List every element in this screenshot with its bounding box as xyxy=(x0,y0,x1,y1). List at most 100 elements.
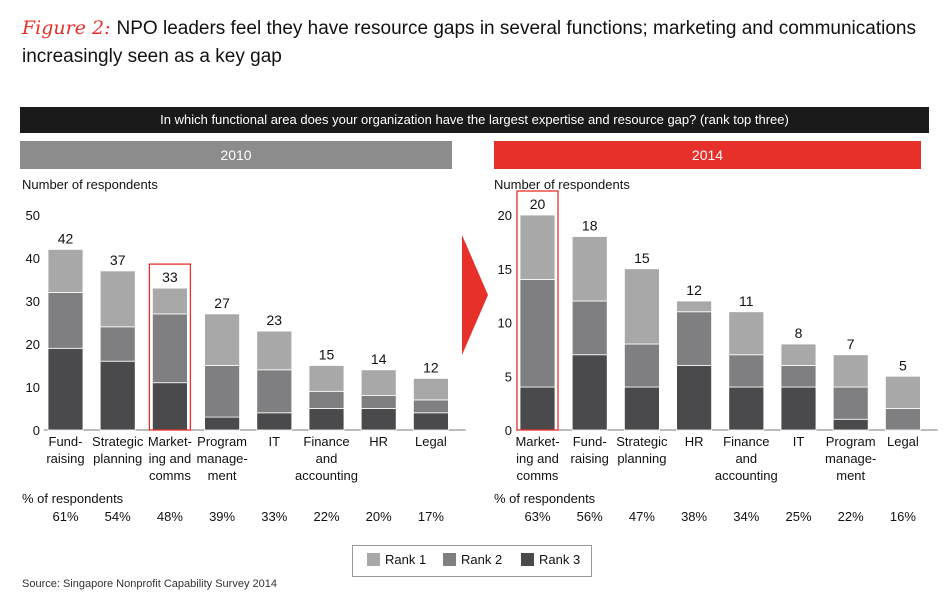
bar-segment-rank2 xyxy=(624,343,660,388)
bar-segment-rank3 xyxy=(832,418,869,431)
category-label: Legal xyxy=(887,434,919,449)
bar-segment-rank1 xyxy=(360,369,397,396)
y-axis-title-2010: Number of respondents xyxy=(22,177,158,192)
bar-segment-rank3 xyxy=(308,408,345,431)
category-label: Market- xyxy=(515,434,559,449)
bar-segment-rank1 xyxy=(99,270,136,328)
bar-segment-rank3 xyxy=(624,386,660,431)
bar-segment-rank1 xyxy=(256,330,293,371)
category-label: Finance xyxy=(303,434,349,449)
bar-segment-rank2 xyxy=(676,311,712,366)
figure-title: Figure 2: NPO leaders feel they have reso… xyxy=(22,14,937,71)
percent-label: 47% xyxy=(629,509,655,524)
y-tick-label-2010: 30 xyxy=(26,294,40,309)
data-label-total: 20 xyxy=(530,196,546,212)
data-label-total: 37 xyxy=(110,252,126,268)
bar-segment-rank2 xyxy=(47,291,84,349)
bar-segment-rank1 xyxy=(676,300,712,313)
source-note: Source: Singapore Nonprofit Capability S… xyxy=(22,578,277,590)
category-label: Fund- xyxy=(49,434,83,449)
bar-segment-rank2 xyxy=(151,313,188,384)
bar-segment-rank1 xyxy=(47,248,84,293)
legend-swatch-rank2 xyxy=(443,553,456,566)
category-label: ing and xyxy=(149,451,192,466)
percent-label: 61% xyxy=(52,509,78,524)
data-label-total: 5 xyxy=(899,357,907,373)
figure-title-text: NPO leaders feel they have resource gaps… xyxy=(22,18,916,67)
data-label-total: 12 xyxy=(686,282,702,298)
legend-swatch-rank3 xyxy=(521,553,534,566)
bar-segment-rank1 xyxy=(624,268,660,345)
bar-segment-rank3 xyxy=(47,347,84,431)
bar-segment-rank2 xyxy=(780,365,817,388)
category-label: Strategic xyxy=(92,434,144,449)
percent-title-2014: % of respondents xyxy=(494,491,596,506)
y-tick-label-2010: 50 xyxy=(26,208,40,223)
bar-segment-rank1 xyxy=(728,311,765,356)
percent-label: 17% xyxy=(418,509,444,524)
y-tick-label-2014: 10 xyxy=(498,316,512,331)
bar-segment-rank3 xyxy=(256,412,293,431)
data-label-total: 42 xyxy=(58,230,74,246)
bar-segment-rank2 xyxy=(308,390,345,409)
bar-segment-rank2 xyxy=(571,300,608,356)
highlight-box xyxy=(148,263,192,431)
y-tick-label-2010: 40 xyxy=(26,251,40,266)
category-label: accounting xyxy=(295,468,358,483)
y-tick-label-2010: 10 xyxy=(26,380,40,395)
percent-label: 16% xyxy=(890,509,916,524)
data-label-total: 23 xyxy=(267,312,283,328)
legend-item-rank3: Rank 3 xyxy=(521,552,580,567)
bar-segment-rank1 xyxy=(412,377,449,401)
bar-segment-rank1 xyxy=(519,214,556,280)
bar-segment-rank2 xyxy=(412,399,449,414)
category-label: manage- xyxy=(825,451,876,466)
percent-label: 63% xyxy=(524,509,550,524)
category-label: IT xyxy=(269,434,281,449)
percent-label: 20% xyxy=(366,509,392,524)
bar-segment-rank2 xyxy=(832,386,869,420)
bar-segment-rank1 xyxy=(832,354,869,388)
bar-segment-rank3 xyxy=(780,386,817,431)
bar-segment-rank1 xyxy=(780,343,817,366)
category-label: Fund- xyxy=(573,434,607,449)
percent-label: 48% xyxy=(157,509,183,524)
category-label: Strategic xyxy=(616,434,668,449)
bar-segment-rank3 xyxy=(151,382,188,431)
bar-segment-rank3 xyxy=(571,354,608,431)
percent-label: 22% xyxy=(313,509,339,524)
legend-label-rank3: Rank 3 xyxy=(539,552,581,567)
data-label-total: 27 xyxy=(214,295,230,311)
percent-label: 54% xyxy=(105,509,131,524)
data-label-total: 14 xyxy=(371,351,387,367)
bar-segment-rank2 xyxy=(519,279,556,388)
bar-segment-rank1 xyxy=(885,375,921,409)
category-label: ment xyxy=(836,468,865,483)
figure-label: Figure 2: xyxy=(22,17,111,39)
category-label: raising xyxy=(571,451,609,466)
bar-segment-rank1 xyxy=(204,313,241,366)
category-label: Program xyxy=(826,434,876,449)
bar-segment-rank2 xyxy=(885,408,921,431)
percent-label: 38% xyxy=(681,509,707,524)
y-tick-label-2014: 5 xyxy=(505,369,512,384)
bar-segment-rank2 xyxy=(728,354,765,388)
bar-segment-rank3 xyxy=(204,416,241,431)
percent-label: 22% xyxy=(838,509,864,524)
category-label: Market- xyxy=(148,434,192,449)
bar-segment-rank2 xyxy=(99,326,136,362)
highlight-box xyxy=(516,190,559,431)
category-label: comms xyxy=(149,468,191,483)
bar-segment-rank3 xyxy=(519,386,556,431)
data-label-total: 15 xyxy=(319,347,335,363)
bar-segment-rank3 xyxy=(99,360,136,431)
data-label-total: 33 xyxy=(162,269,178,285)
percent-label: 39% xyxy=(209,509,235,524)
category-label: ment xyxy=(208,468,237,483)
data-label-total: 15 xyxy=(634,250,650,266)
y-tick-label-2010: 0 xyxy=(33,423,40,438)
category-label: IT xyxy=(793,434,805,449)
percent-label: 34% xyxy=(733,509,759,524)
y-axis-title-2014: Number of respondents xyxy=(494,177,630,192)
